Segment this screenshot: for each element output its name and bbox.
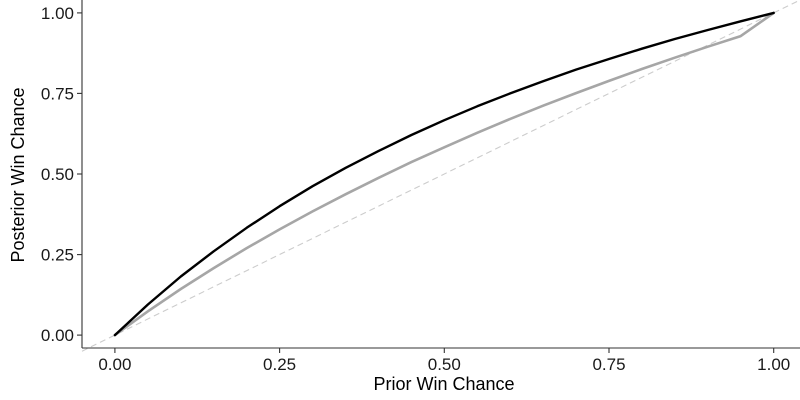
x-tick-label: 0.00 — [98, 355, 131, 374]
x-tick-label: 0.75 — [592, 355, 625, 374]
series-line-2 — [113, 11, 776, 337]
y-tick-label: 1.00 — [41, 4, 74, 23]
series-layer — [113, 11, 776, 337]
x-tick-label: 0.25 — [263, 355, 296, 374]
x-tick-label: 1.00 — [757, 355, 790, 374]
y-axis-title: Posterior Win Chance — [8, 87, 28, 262]
ticks-layer: 0.00 0.25 0.50 0.75 1.00 0.00 0.25 0.50 0.75 1.00 — [41, 4, 790, 374]
reference-diagonal-line — [81, 0, 800, 352]
y-tick-label: 0.25 — [41, 246, 74, 265]
y-tick-label: 0.75 — [41, 84, 74, 103]
reference-line-layer — [81, 0, 800, 352]
y-tick-label: 0.00 — [41, 326, 74, 345]
series-line-1 — [113, 11, 775, 337]
y-tick-label: 0.50 — [41, 165, 74, 184]
x-tick-label: 0.50 — [428, 355, 461, 374]
x-axis-title: Prior Win Chance — [373, 374, 514, 394]
